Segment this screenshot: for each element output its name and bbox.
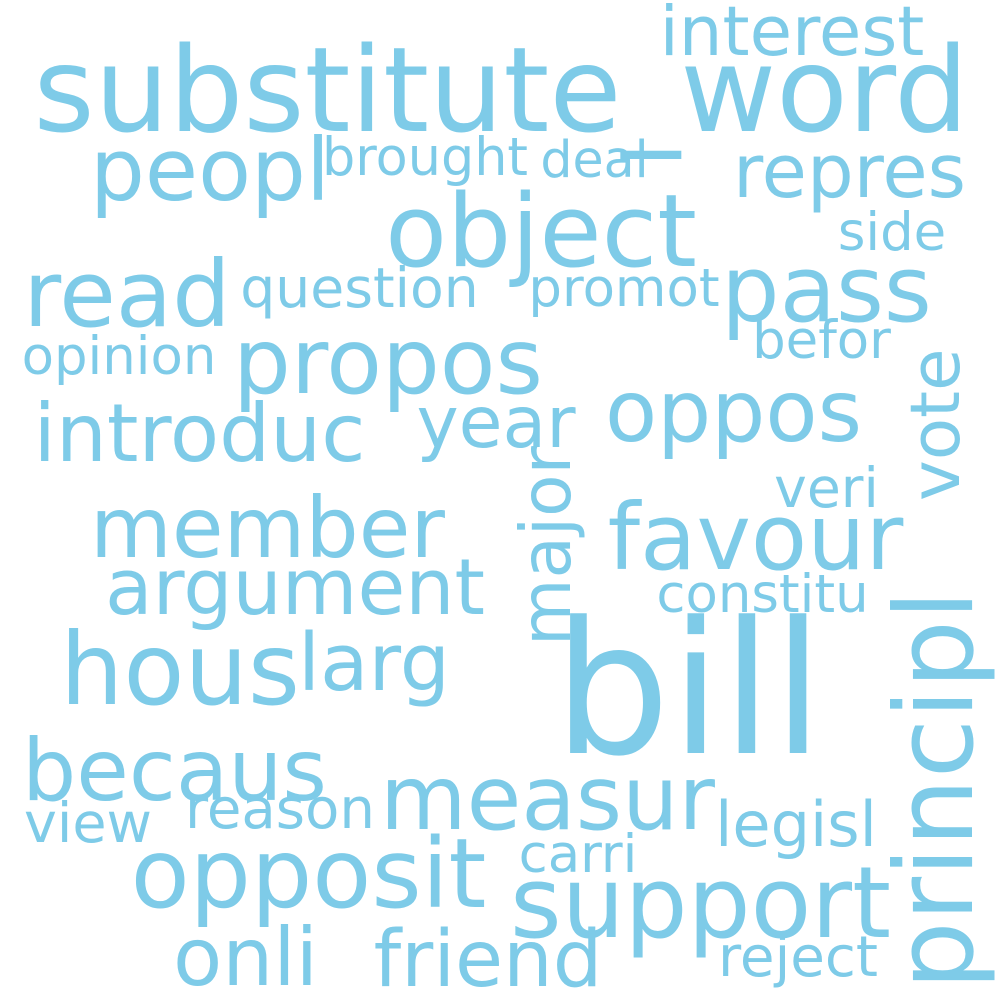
- word-becaus: becaus: [22, 722, 327, 822]
- word-veri: veri: [774, 457, 879, 522]
- word-reject: reject: [718, 924, 878, 990]
- word-read: read: [23, 241, 231, 348]
- word-question: question: [240, 257, 479, 322]
- word-vote: vote: [895, 348, 976, 502]
- word-reason: reason: [185, 776, 375, 842]
- word-view: view: [24, 791, 152, 857]
- word-onli: onli: [172, 909, 318, 1004]
- word-larg: larg: [298, 616, 450, 710]
- word-pass: pass: [721, 236, 932, 343]
- word-support: support: [510, 846, 891, 962]
- word-side: side: [837, 201, 947, 263]
- word-brought: brought: [322, 126, 528, 188]
- word-opinion: opinion: [21, 325, 217, 387]
- word-favour: favour: [607, 484, 904, 591]
- word-object: object: [385, 172, 697, 291]
- word-legisl: legisl: [715, 787, 877, 861]
- word-interest: interest: [659, 0, 925, 72]
- word-measur: measur: [379, 745, 715, 850]
- word-bill: bill: [553, 583, 824, 797]
- word-befor: befor: [752, 309, 891, 371]
- word-introduc: introduc: [33, 385, 366, 480]
- word-carri: carri: [518, 823, 638, 885]
- word-repres: repres: [733, 130, 966, 216]
- word-propos: propos: [233, 309, 543, 416]
- word-peopl: peopl: [90, 120, 330, 221]
- word-deal: deal: [540, 129, 649, 189]
- word-hous: hous: [60, 611, 300, 728]
- word-year: year: [416, 381, 576, 465]
- word-argument: argument: [105, 543, 485, 634]
- word-principl: principl: [872, 590, 999, 990]
- word-constitu: constitu: [656, 563, 869, 625]
- word-member: member: [90, 478, 445, 577]
- word-opposit: opposit: [130, 816, 487, 930]
- word-promot: promot: [528, 257, 720, 319]
- word-friend: friend: [373, 913, 603, 1005]
- word-oppos: oppos: [604, 363, 862, 463]
- word-substitute-word: substitute_word: [33, 22, 969, 160]
